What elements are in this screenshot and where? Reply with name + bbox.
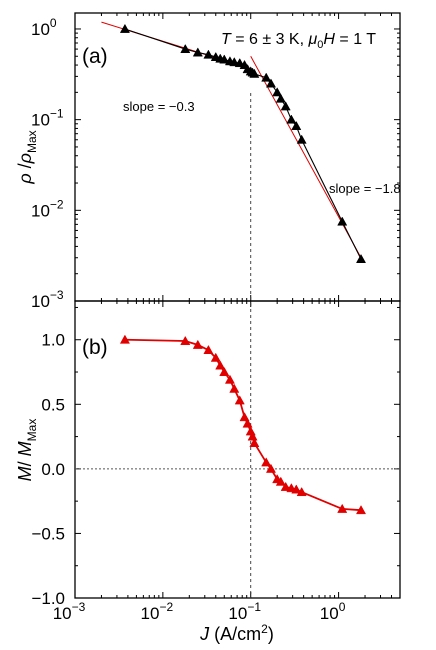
slope-annotation-2: slope = −1.8 <box>329 181 401 196</box>
slope-annotation-1: slope = −0.3 <box>123 99 195 114</box>
series-a-point <box>275 93 286 103</box>
y-tick-label-b: −0.5 <box>31 524 65 543</box>
series-b-point <box>265 463 276 473</box>
series-a-point <box>272 87 283 97</box>
series-a-point <box>280 101 291 111</box>
series-b-point <box>242 418 253 428</box>
series-b-point <box>291 484 302 494</box>
series-b-point <box>215 360 226 370</box>
series-a-point <box>291 120 302 130</box>
series-b-point <box>275 476 286 486</box>
tick-labels: 100 10−1 10−2 10−3 10−3 10−2 10−1 100 1.0 0.5 0.0 −… <box>31 16 346 623</box>
series-b-point <box>234 395 245 405</box>
series-b-point <box>239 412 250 422</box>
y-tick-label-b: 0.0 <box>41 460 65 479</box>
y-tick-label-a: 100 <box>31 16 57 39</box>
series-b-point <box>224 374 235 384</box>
series-a-point <box>219 54 230 64</box>
series-a-point <box>355 253 367 264</box>
series-b-point <box>280 481 291 491</box>
series-b-point <box>296 486 307 497</box>
y-tick-label-b: −1.0 <box>31 589 65 608</box>
panel-b-label: (b) <box>82 336 108 359</box>
reference-lines <box>75 93 400 598</box>
series-b-point <box>247 431 258 441</box>
series-layer <box>119 23 367 515</box>
series-b-point <box>249 437 260 447</box>
x-tick-label: 10−3 <box>53 600 86 623</box>
y-tick-label-a: 10−2 <box>31 197 64 220</box>
series-b-point <box>203 344 214 354</box>
series-a-point <box>249 68 260 78</box>
panel-b-frame <box>74 300 401 599</box>
series-a-point <box>286 114 297 124</box>
series-a-point <box>192 47 203 57</box>
series-b-point <box>261 457 272 467</box>
series-a-point <box>261 72 272 82</box>
series-a-point <box>265 78 276 88</box>
x-tick-label: 100 <box>320 600 346 623</box>
x-tick-label: 10−1 <box>228 600 261 623</box>
series-b-point <box>119 334 130 344</box>
y-tick-label-a: 10−3 <box>31 288 64 311</box>
series-a-point <box>180 43 191 54</box>
series-b-point <box>219 366 230 376</box>
xlabel: J (A/cm2) <box>199 622 274 644</box>
panel-a-frame <box>74 12 401 302</box>
series-b-point <box>229 383 240 393</box>
series-b-point <box>337 503 348 513</box>
panel-a-label: (a) <box>82 45 108 68</box>
series-b-point <box>192 339 203 349</box>
series-a-point <box>203 49 214 59</box>
series-b-line <box>124 338 362 512</box>
series-a-point <box>119 23 130 33</box>
condition-text: T = 6 ± 3 K, μ0H = 1 T <box>221 31 376 51</box>
series-a-point <box>296 134 307 144</box>
ylabel-b: M/ MMax <box>15 419 39 482</box>
x-tick-label: 10−2 <box>141 600 174 623</box>
series-b-point <box>180 335 191 345</box>
y-tick-label-b: 0.5 <box>41 395 65 414</box>
y-tick-label-a: 10−1 <box>31 107 64 130</box>
series-a-point <box>337 216 348 226</box>
series-b-point <box>355 505 367 515</box>
series-b-point <box>210 352 221 362</box>
series-b-point <box>245 426 256 436</box>
fit-lines <box>101 21 362 258</box>
ylabel-a: ρ /ρMax <box>15 130 39 184</box>
y-tick-label-b: 1.0 <box>41 331 65 350</box>
